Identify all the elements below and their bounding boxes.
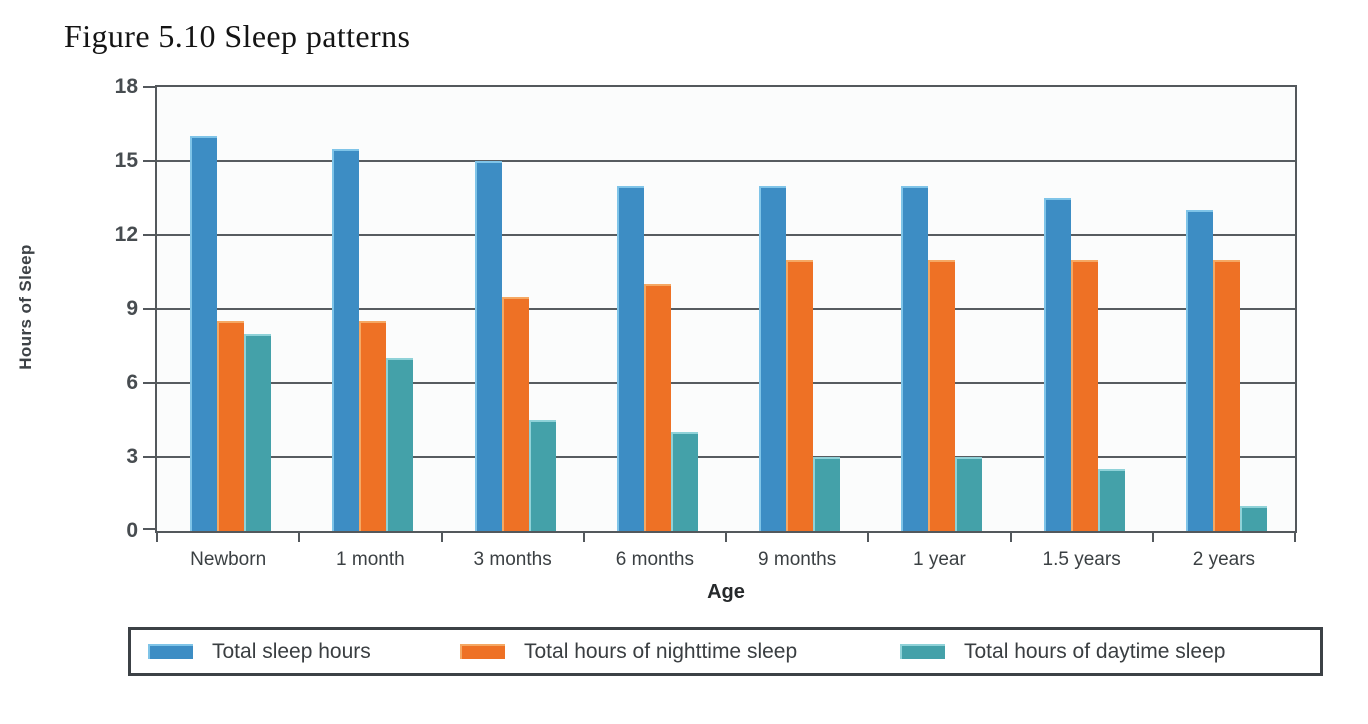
bar-total-3 [616, 185, 644, 531]
y-tick-label: 18 [114, 75, 138, 98]
x-category-label: 3 months [473, 549, 552, 570]
x-tick [582, 533, 585, 542]
bar-night-7 [1212, 259, 1240, 531]
bar-total-0 [190, 136, 217, 531]
x-tick [440, 533, 443, 542]
bar-day-1 [386, 358, 414, 531]
bar-total-5 [901, 185, 929, 531]
bar-night-2 [501, 296, 529, 531]
y-tick [143, 382, 155, 384]
gridline [157, 160, 1295, 162]
gridline [157, 382, 1295, 384]
legend-swatch-nighttime-sleep [460, 644, 505, 659]
x-tick [1294, 533, 1296, 542]
x-tick [725, 533, 727, 542]
bar-day-7 [1239, 506, 1267, 531]
y-tick-label: 3 [126, 445, 138, 468]
x-axis-title: Age [707, 581, 745, 603]
x-category-label: 1 month [336, 549, 405, 570]
y-tick [143, 456, 155, 458]
plot-area [155, 85, 1297, 533]
bar-night-4 [786, 259, 813, 531]
y-tick-label: 15 [114, 149, 138, 172]
x-category-label: 2 years [1192, 549, 1256, 570]
bar-day-3 [670, 432, 698, 531]
legend-entry-total-sleep: Total sleep hours [148, 630, 371, 673]
bar-total-7 [1185, 210, 1213, 531]
x-tick [1151, 533, 1154, 542]
legend-label-total-sleep: Total sleep hours [212, 639, 371, 663]
x-tick [867, 533, 870, 542]
bar-night-1 [359, 321, 387, 531]
y-tick [143, 160, 155, 162]
gridline [157, 308, 1295, 310]
y-tick [143, 308, 155, 310]
x-category-label: 6 months [615, 549, 694, 570]
figure-title: Figure 5.10 Sleep patterns [64, 18, 411, 54]
x-category-label: Newborn [190, 549, 267, 570]
y-tick [143, 528, 155, 530]
y-tick [143, 86, 155, 88]
legend-label-daytime-sleep: Total hours of daytime sleep [964, 639, 1226, 663]
bar-night-3 [643, 284, 671, 531]
y-tick-label: 12 [114, 223, 138, 246]
bar-day-0 [244, 333, 271, 531]
gridline [157, 234, 1295, 236]
x-category-label: 1.5 years [1042, 549, 1121, 570]
x-category-label: 9 months [758, 549, 837, 570]
bar-total-1 [332, 148, 360, 531]
y-tick-label: 6 [126, 371, 138, 394]
y-tick-label: 0 [126, 519, 138, 542]
bar-day-6 [1097, 469, 1125, 531]
gridline [157, 456, 1295, 458]
bar-day-2 [528, 420, 556, 531]
bar-day-4 [813, 457, 840, 531]
x-tick [156, 533, 158, 542]
legend-entry-nighttime-sleep: Total hours of nighttime sleep [460, 630, 797, 673]
legend-entry-daytime-sleep: Total hours of daytime sleep [900, 630, 1225, 673]
legend-label-nighttime-sleep: Total hours of nighttime sleep [524, 639, 798, 663]
x-tick [1009, 533, 1012, 542]
y-axis-title: Hours of Sleep [16, 244, 35, 370]
bar-night-5 [928, 259, 956, 531]
legend-swatch-daytime-sleep [900, 644, 945, 659]
legend-swatch-total-sleep [148, 644, 193, 659]
bar-total-6 [1043, 198, 1071, 531]
bar-total-2 [474, 161, 502, 531]
bar-night-0 [217, 321, 244, 531]
x-category-label: 1 year [912, 549, 966, 570]
bar-total-4 [759, 185, 786, 531]
y-tick [143, 234, 155, 236]
x-tick [298, 533, 301, 542]
bar-night-6 [1070, 259, 1098, 531]
legend: Total sleep hours Total hours of nightti… [128, 627, 1323, 676]
bar-day-5 [955, 457, 983, 531]
y-tick-label: 9 [126, 297, 138, 320]
